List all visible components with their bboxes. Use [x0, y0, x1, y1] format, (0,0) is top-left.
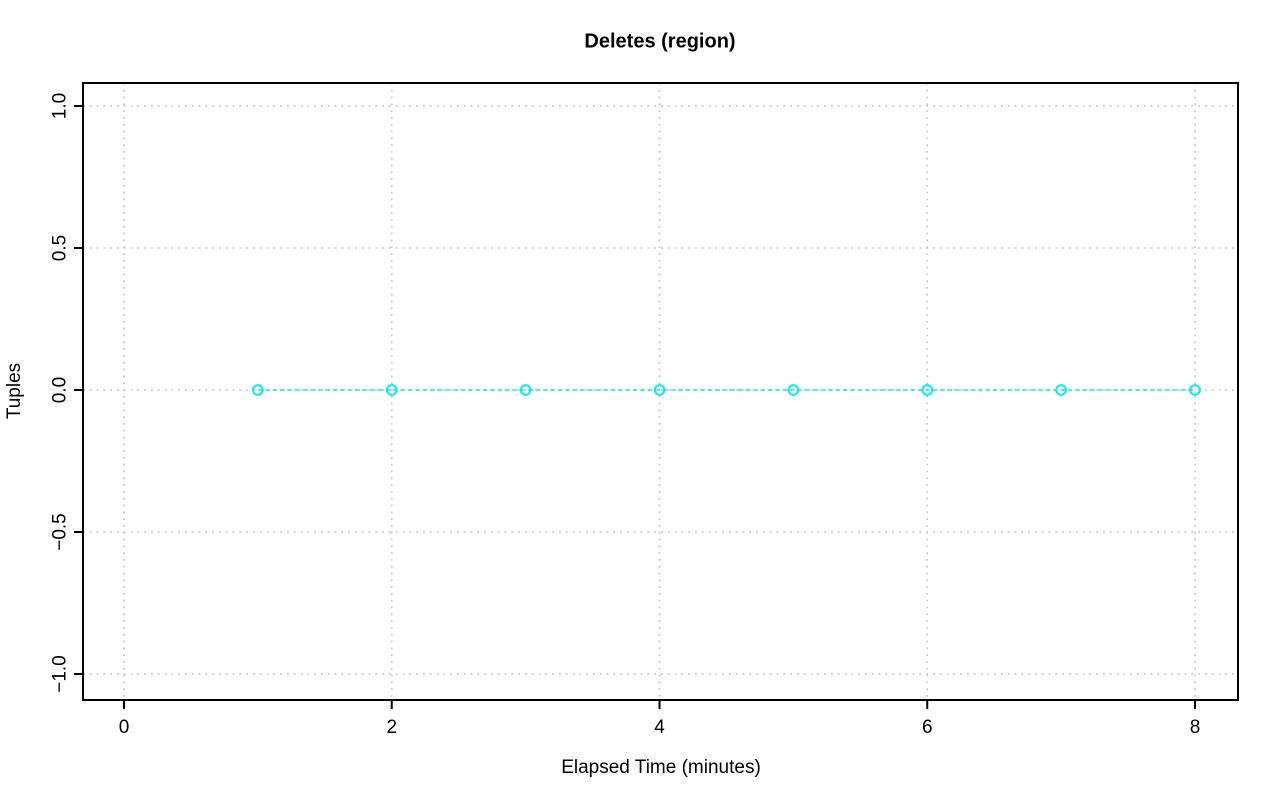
- data-point-0-6: [1055, 384, 1068, 396]
- data-point-0-1: [385, 384, 398, 396]
- x-axis-label: Elapsed Time (minutes): [561, 757, 761, 778]
- x-tick-label-0: 0: [119, 717, 130, 738]
- y-tick-label-2: 0.0: [50, 377, 71, 403]
- x-tick-label-4: 8: [1190, 717, 1201, 738]
- data-point-0-7: [1189, 384, 1201, 396]
- y-tick-label-0: 1.0: [50, 93, 71, 119]
- data-point-0-2: [519, 384, 532, 396]
- x-tick-label-3: 6: [922, 717, 933, 738]
- y-tick-label-3: −0.5: [50, 513, 71, 551]
- data-point-0-4: [787, 384, 800, 396]
- data-point-0-3: [653, 384, 666, 396]
- y-tick-label-1: 0.5: [50, 235, 71, 261]
- x-tick-label-2: 4: [654, 717, 665, 738]
- chart-title: Deletes (region): [584, 30, 736, 53]
- y-axis-label: Tuples: [4, 362, 25, 420]
- data-point-0-5: [921, 384, 934, 396]
- x-tick-label-1: 2: [386, 717, 397, 738]
- data-point-0-0: [251, 384, 264, 396]
- y-tick-label-4: −1.0: [50, 655, 71, 693]
